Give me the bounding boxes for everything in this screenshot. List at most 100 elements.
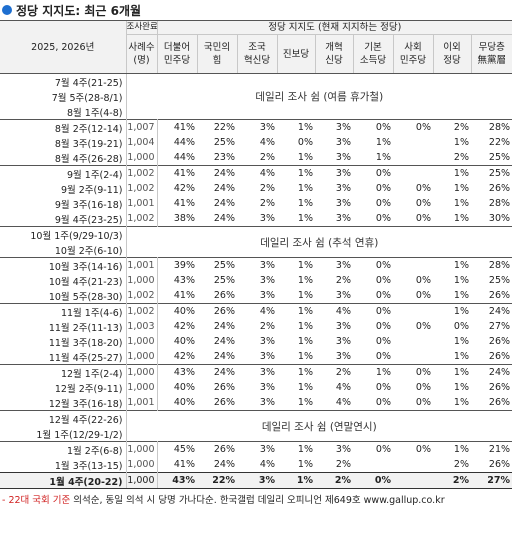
value-cell: 3% [259, 397, 275, 408]
value-cell: 25% [213, 137, 235, 148]
sample-size-cell: 1,001 [126, 257, 158, 273]
value-cell: 1% [277, 165, 315, 181]
value-cell: 2% [453, 152, 469, 163]
sample-size-cell: 1,000 [126, 273, 158, 288]
value-cell: 4% [237, 165, 277, 181]
value-cell: 3% [237, 119, 277, 135]
party-header-0: 더불어 민주당 [156, 34, 197, 74]
value-cell: 3% [259, 382, 275, 393]
value-cell: 0% [415, 198, 431, 209]
party-header-1: 국민의 힘 [196, 34, 237, 74]
value-cell: 3% [335, 152, 351, 163]
value-cell: 1% [453, 183, 469, 194]
latest-value-cell: 43% [157, 472, 197, 489]
value-cell: 1% [453, 275, 469, 286]
value-cell: 3% [335, 336, 351, 347]
value-cell: 0% [415, 321, 431, 332]
value-cell: 22% [197, 119, 237, 135]
row-period-label: 12월 1주(2-4) [0, 364, 127, 380]
value-cell: 0% [375, 290, 391, 301]
value-cell: 3% [259, 336, 275, 347]
table-row: 9월 4주(23-25) 1,002 38% 24% 3% 1% 3% 0% 0% 1% 30% [0, 211, 512, 227]
table-row: 12월 2주(9-11) 1,000 40% 26% 3% 1% 4% 0% 0% 1% 26% [0, 380, 512, 395]
value-cell: 2% [335, 275, 351, 286]
value-cell: 2% [335, 459, 351, 470]
sample-size-cell: 1,001 [126, 196, 158, 211]
no-survey-note: 데일리 조사 쉼 (연말연시) [126, 410, 512, 442]
value-cell [393, 165, 433, 181]
value-cell: 0% [375, 213, 391, 224]
value-cell: 26% [488, 351, 511, 362]
value-cell: 40% [173, 382, 195, 393]
table-row: 9월 3주(16-18) 1,001 41% 24% 2% 1% 3% 0% 0% 1% 28% [0, 196, 512, 211]
value-cell: 24% [213, 459, 235, 470]
value-cell: 1% [375, 137, 391, 148]
value-cell: 0% [375, 397, 391, 408]
value-cell: 39% [157, 257, 197, 273]
value-cell: 4% [259, 459, 275, 470]
value-cell: 26% [197, 303, 237, 319]
row-period-label: 11월 2주(11-13) [0, 319, 127, 334]
value-cell: 1% [297, 152, 313, 163]
value-cell: 45% [157, 441, 197, 457]
value-cell: 3% [335, 137, 351, 148]
value-cell: 1% [277, 119, 315, 135]
no-survey-note: 데일리 조사 쉼 (추석 연휴) [126, 226, 512, 258]
table-row: 12월 4주(22-26) 데일리 조사 쉼 (연말연시) [0, 410, 512, 442]
value-cell: 0% [375, 275, 391, 286]
value-cell: 1% [453, 213, 469, 224]
value-cell: 28% [471, 257, 512, 273]
value-cell: 1% [277, 364, 315, 380]
value-cell: 26% [488, 459, 511, 470]
value-cell: 1% [433, 441, 471, 457]
row-period-label: 7월 5주(28-8/1) [0, 89, 127, 104]
row-period-label: 1월 1주(12/29-1/2) [0, 426, 127, 442]
value-cell: 1% [297, 382, 313, 393]
latest-sample-size: 1,000 [126, 472, 158, 489]
value-cell: 1% [297, 351, 313, 362]
table-row: 8월 4주(26-28) 1,000 44% 23% 2% 1% 3% 1% 2% 25% [0, 150, 512, 166]
value-cell: 3% [237, 441, 277, 457]
row-period-label: 11월 3주(18-20) [0, 334, 127, 349]
value-cell: 3% [259, 290, 275, 301]
value-cell: 0% [415, 382, 431, 393]
value-cell: 0% [393, 364, 433, 380]
value-cell [393, 334, 433, 349]
table-row: 10월 4주(21-23) 1,000 43% 25% 3% 1% 2% 0% 0% 1% 25% [0, 273, 512, 288]
sample-size-cell: 1,000 [126, 364, 158, 380]
row-period-label: 12월 3주(16-18) [0, 395, 127, 411]
latest-week-label: 1월 4주(20-22) [0, 472, 127, 489]
value-cell: 26% [488, 183, 511, 194]
value-cell: 22% [488, 137, 511, 148]
value-cell [393, 303, 433, 319]
value-cell: 24% [213, 183, 235, 194]
party-header-2: 조국 혁신당 [236, 34, 277, 74]
value-cell: 0% [375, 336, 391, 347]
value-cell: 28% [488, 198, 511, 209]
value-cell: 3% [259, 213, 275, 224]
value-cell: 0% [415, 397, 431, 408]
value-cell: 1% [297, 321, 313, 332]
sample-size-cell: 1,002 [126, 181, 158, 196]
value-cell: 26% [488, 397, 511, 408]
value-cell: 41% [157, 165, 197, 181]
table-row: 11월 4주(25-27) 1,000 42% 24% 3% 1% 3% 0% 1% 26% [0, 349, 512, 365]
party-header-4: 개혁 신당 [314, 34, 353, 74]
value-cell: 24% [471, 303, 512, 319]
sample-size-cell: 1,000 [126, 150, 158, 166]
table-row: 10월 2주(6-10) [0, 242, 512, 258]
sample-size-cell: 1,000 [126, 441, 158, 457]
value-cell: 43% [157, 364, 197, 380]
value-cell: 1% [453, 290, 469, 301]
value-cell: 26% [197, 441, 237, 457]
value-cell: 1% [297, 336, 313, 347]
value-cell: 28% [471, 119, 512, 135]
value-cell: 43% [173, 275, 195, 286]
value-cell: 3% [315, 257, 353, 273]
value-cell: 24% [471, 364, 512, 380]
value-cell: 23% [213, 152, 235, 163]
value-cell: 26% [213, 382, 235, 393]
row-period-label: 8월 2주(12-14) [0, 119, 127, 135]
table-row: 10월 1주(9/29-10/3) 데일리 조사 쉼 (추석 연휴) [0, 226, 512, 258]
value-cell: 3% [315, 119, 353, 135]
